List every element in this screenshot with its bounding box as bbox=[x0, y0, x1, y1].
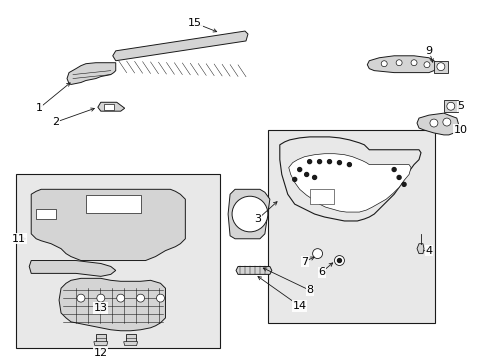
Text: 4: 4 bbox=[425, 246, 431, 256]
Circle shape bbox=[395, 60, 401, 66]
Polygon shape bbox=[67, 63, 116, 85]
Polygon shape bbox=[227, 189, 269, 239]
Circle shape bbox=[327, 159, 331, 163]
Bar bbox=[86, 195, 141, 213]
Circle shape bbox=[429, 119, 437, 127]
Circle shape bbox=[442, 118, 450, 126]
Text: 6: 6 bbox=[317, 267, 325, 278]
Bar bbox=[433, 61, 447, 73]
Polygon shape bbox=[125, 334, 135, 342]
Circle shape bbox=[304, 172, 308, 176]
Bar bbox=[309, 189, 334, 204]
Text: 7: 7 bbox=[301, 257, 307, 266]
Circle shape bbox=[410, 60, 416, 66]
Circle shape bbox=[312, 175, 316, 179]
Polygon shape bbox=[98, 102, 124, 111]
Circle shape bbox=[136, 294, 144, 302]
Circle shape bbox=[312, 249, 322, 258]
Circle shape bbox=[396, 175, 400, 179]
Text: 2: 2 bbox=[52, 117, 60, 127]
Polygon shape bbox=[59, 278, 165, 331]
Text: 8: 8 bbox=[305, 285, 312, 295]
Polygon shape bbox=[288, 154, 410, 212]
Text: 5: 5 bbox=[456, 101, 463, 111]
Circle shape bbox=[97, 294, 104, 302]
Circle shape bbox=[337, 161, 341, 165]
Text: 10: 10 bbox=[453, 125, 467, 135]
Circle shape bbox=[436, 63, 444, 71]
Polygon shape bbox=[29, 261, 116, 276]
Text: 14: 14 bbox=[292, 301, 306, 311]
Text: 1: 1 bbox=[36, 103, 42, 113]
Text: 15: 15 bbox=[188, 18, 202, 28]
Bar bbox=[103, 104, 114, 110]
Circle shape bbox=[337, 258, 341, 262]
Circle shape bbox=[117, 294, 124, 302]
Circle shape bbox=[334, 256, 344, 265]
Circle shape bbox=[381, 61, 386, 67]
Circle shape bbox=[391, 167, 395, 171]
Circle shape bbox=[77, 294, 85, 302]
Text: 13: 13 bbox=[94, 303, 107, 313]
Polygon shape bbox=[279, 137, 420, 221]
Bar bbox=[267, 130, 434, 323]
Polygon shape bbox=[96, 334, 105, 342]
Circle shape bbox=[401, 183, 405, 186]
Polygon shape bbox=[123, 342, 137, 346]
Polygon shape bbox=[31, 189, 185, 261]
Text: 3: 3 bbox=[254, 214, 261, 224]
Circle shape bbox=[292, 177, 296, 181]
Circle shape bbox=[297, 167, 301, 171]
Circle shape bbox=[346, 163, 351, 167]
Circle shape bbox=[317, 159, 321, 163]
Polygon shape bbox=[366, 56, 438, 73]
Text: 9: 9 bbox=[425, 46, 431, 56]
Polygon shape bbox=[113, 31, 247, 61]
Polygon shape bbox=[236, 266, 271, 274]
Polygon shape bbox=[416, 113, 458, 135]
Polygon shape bbox=[36, 209, 56, 219]
Circle shape bbox=[307, 159, 311, 163]
Circle shape bbox=[156, 294, 164, 302]
Polygon shape bbox=[94, 342, 107, 346]
Circle shape bbox=[232, 196, 267, 232]
Bar bbox=[16, 175, 220, 347]
Bar bbox=[443, 100, 457, 112]
Circle shape bbox=[423, 62, 429, 68]
Text: 11: 11 bbox=[12, 234, 26, 244]
Polygon shape bbox=[416, 244, 423, 253]
Text: 12: 12 bbox=[94, 347, 108, 357]
Circle shape bbox=[446, 102, 454, 110]
